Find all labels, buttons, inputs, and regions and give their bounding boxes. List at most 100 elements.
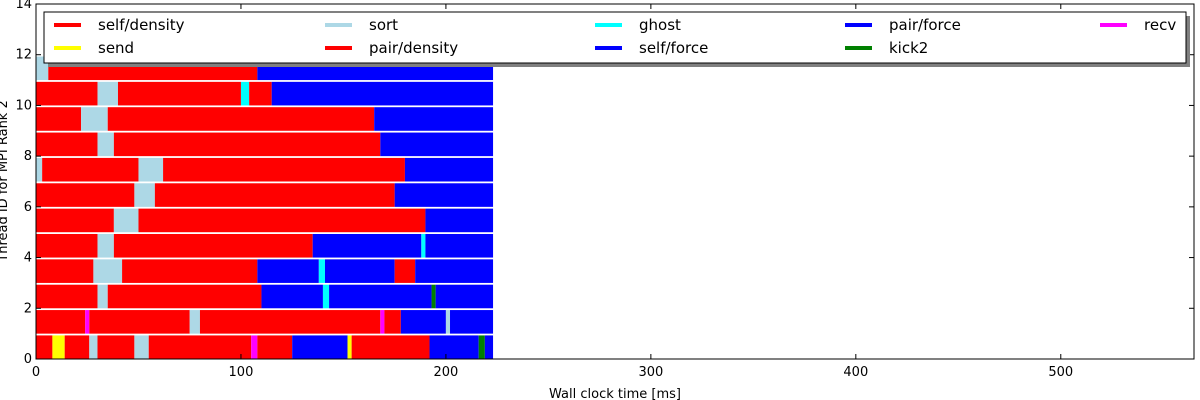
- task-bar-thread-1-recv: [85, 310, 90, 334]
- x-tick-label: 500: [1048, 365, 1073, 380]
- task-bar-thread-4-ghost: [421, 233, 426, 258]
- y-tick-label: 8: [24, 149, 32, 164]
- task-bar-thread-9-sort: [81, 107, 108, 131]
- y-tick-label: 0: [24, 352, 32, 367]
- task-bar-thread-8-pair_force: [380, 132, 494, 157]
- task-bar-thread-2-pair_force: [329, 284, 432, 309]
- task-bar-thread-3-pair_density: [122, 259, 258, 283]
- task-bar-thread-2-pair_force: [435, 284, 494, 309]
- task-bar-thread-6-pair_density: [154, 183, 395, 207]
- task-bar-thread-3-pair_density: [394, 259, 416, 283]
- task-bar-thread-8-pair_density: [113, 132, 381, 157]
- task-bar-thread-1-pair_force: [400, 310, 446, 334]
- task-bar-thread-0-pair_force: [429, 335, 479, 359]
- task-bar-thread-4-pair_density: [113, 233, 313, 258]
- task-bar-thread-8-pair_density: [36, 132, 98, 157]
- task-bar-thread-7-pair_density: [163, 157, 405, 182]
- task-bar-thread-7-sort: [36, 157, 43, 182]
- x-axis-label: Wall clock time [ms]: [549, 387, 681, 400]
- task-bar-thread-2-pair_force: [261, 284, 323, 309]
- task-bar-thread-3-pair_force: [257, 259, 319, 283]
- y-axis-label: Thread ID for MPI Rank 2: [0, 100, 11, 262]
- task-bar-thread-1-pair_force: [450, 310, 494, 334]
- task-bar-thread-0-send: [347, 335, 352, 359]
- task-bar-thread-2-ghost: [322, 284, 330, 309]
- task-bar-thread-1-sort: [445, 310, 451, 334]
- task-bars: [36, 56, 494, 359]
- task-bar-thread-3-ghost: [318, 259, 325, 283]
- x-tick-label: 200: [433, 365, 458, 380]
- task-bar-thread-0-pair_force: [292, 335, 348, 359]
- task-bar-thread-6-pair_force: [394, 183, 494, 207]
- task-bar-thread-9-pair_density: [107, 107, 375, 131]
- legend-label-self_force: self/force: [639, 39, 708, 57]
- legend-box: [43, 11, 1187, 64]
- task-bar-thread-1-sort: [189, 310, 200, 334]
- task-bar-thread-3-pair_force: [415, 259, 494, 283]
- x-tick-label: 300: [638, 365, 663, 380]
- axis-ticks: 0 100 200 300 400 500 0 2 4 6 8 10 12 14: [15, 0, 1194, 380]
- task-bar-thread-2-pair_density: [36, 284, 98, 309]
- task-bar-thread-10-pair_density: [36, 81, 98, 106]
- task-bar-thread-10-pair_density: [117, 81, 241, 106]
- task-bar-thread-0-pair_force: [484, 335, 494, 359]
- task-bar-thread-0-recv: [251, 335, 258, 359]
- task-bar-thread-4-sort: [97, 233, 114, 258]
- legend-label-ghost: ghost: [639, 16, 681, 34]
- task-bar-thread-1-recv: [380, 310, 385, 334]
- x-tick-label: 0: [32, 365, 40, 380]
- task-bar-thread-0-sort: [134, 335, 149, 359]
- y-tick-label: 10: [15, 98, 32, 113]
- task-bar-thread-0-pair_density: [148, 335, 252, 359]
- task-bar-thread-1-pair_density: [89, 310, 190, 334]
- task-bar-thread-7-sort: [138, 157, 164, 182]
- legend-label-recv: recv: [1144, 16, 1176, 34]
- task-bar-thread-0-pair_density: [257, 335, 293, 359]
- task-bar-thread-0-sort: [89, 335, 98, 359]
- task-bar-thread-1-pair_density: [384, 310, 401, 334]
- task-bar-thread-0-self_density: [64, 335, 90, 359]
- task-bar-thread-2-kick2: [431, 284, 436, 309]
- task-bar-thread-3-pair_density: [36, 259, 94, 283]
- task-bar-thread-7-pair_density: [42, 157, 139, 182]
- task-bar-thread-5-sort: [113, 208, 139, 233]
- legend-label-self_density: self/density: [98, 16, 185, 34]
- task-bar-thread-2-pair_density: [107, 284, 262, 309]
- task-bar-thread-1-pair_density: [199, 310, 381, 334]
- task-bar-thread-5-pair_density: [36, 208, 114, 233]
- task-bar-thread-0-pair_density: [97, 335, 135, 359]
- x-tick-label: 400: [843, 365, 868, 380]
- task-bar-thread-5-pair_force: [425, 208, 494, 233]
- legend-label-pair_force: pair/force: [889, 16, 961, 34]
- legend-label-kick2: kick2: [889, 39, 928, 57]
- task-bar-thread-2-sort: [97, 284, 108, 309]
- task-bar-thread-4-pair_density: [36, 233, 98, 258]
- y-tick-label: 2: [24, 301, 32, 316]
- task-bar-thread-0-pair_density: [351, 335, 430, 359]
- y-tick-label: 4: [24, 251, 32, 266]
- task-bar-thread-10-sort: [97, 81, 118, 106]
- x-tick-label: 100: [229, 365, 254, 380]
- task-bar-thread-9-pair_force: [374, 107, 494, 131]
- task-bar-thread-4-pair_force: [425, 233, 494, 258]
- y-tick-label: 6: [24, 200, 32, 215]
- task-bar-thread-3-sort: [93, 259, 123, 283]
- task-bar-thread-8-sort: [97, 132, 114, 157]
- task-bar-thread-10-ghost: [240, 81, 250, 106]
- plot-frame: [35, 3, 1195, 360]
- legend-label-send: send: [98, 39, 134, 57]
- legend-label-sort: sort: [369, 16, 398, 34]
- legend: self/density send sort pair/density ghost sel…: [43, 11, 1190, 67]
- y-tick-label: 14: [15, 0, 32, 12]
- task-bar-thread-10-pair_density: [249, 81, 272, 106]
- legend-label-pair_density: pair/density: [369, 39, 458, 57]
- task-bar-thread-10-pair_force: [271, 81, 494, 106]
- task-bar-thread-9-pair_density: [36, 107, 82, 131]
- task-bar-thread-6-pair_density: [36, 183, 135, 207]
- task-bar-thread-6-sort: [134, 183, 155, 207]
- task-bar-thread-0-kick2: [478, 335, 485, 359]
- task-bar-thread-7-pair_force: [404, 157, 494, 182]
- task-bar-thread-5-pair_density: [138, 208, 426, 233]
- y-tick-label: 12: [15, 48, 32, 63]
